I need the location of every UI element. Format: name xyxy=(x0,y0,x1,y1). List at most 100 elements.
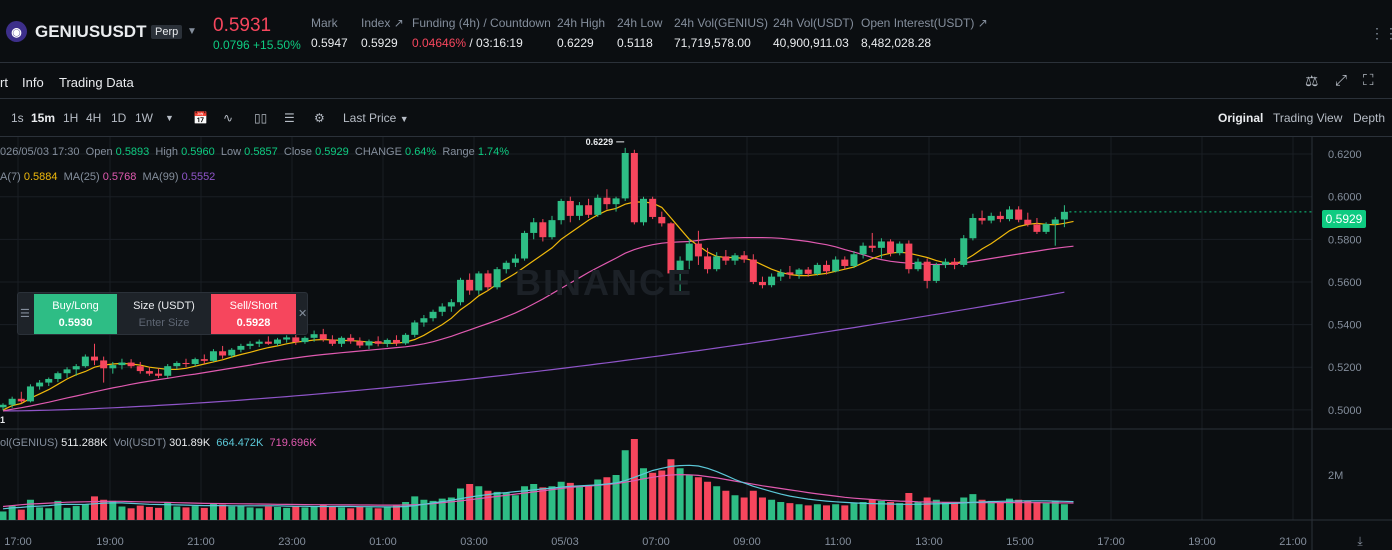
volume-bar xyxy=(392,505,400,520)
volume-bar xyxy=(301,507,309,520)
view-original[interactable]: Original xyxy=(1218,111,1264,125)
legend-low-label: Low xyxy=(220,146,242,158)
volume-bar xyxy=(887,502,895,520)
ma25-label: MA(25) xyxy=(63,171,100,183)
sell-label: Sell/Short xyxy=(229,300,278,312)
gear-icon[interactable]: ⚙ xyxy=(314,111,325,125)
y-tick-label: 0.5400 xyxy=(1328,320,1362,332)
tab-chart[interactable]: rt xyxy=(0,75,8,90)
candle-body xyxy=(804,269,812,274)
interval-1d[interactable]: 1D xyxy=(111,111,127,125)
indicator-icon[interactable]: ∿ xyxy=(223,111,234,125)
interval-1w[interactable]: 1W xyxy=(135,111,153,125)
candle-body xyxy=(319,334,327,340)
candle-body xyxy=(731,255,739,261)
candle-body xyxy=(200,359,208,361)
volume-bar xyxy=(813,504,821,520)
x-tick-label: 11:00 xyxy=(825,536,852,548)
volume-bar xyxy=(685,475,693,520)
interval-1h[interactable]: 1H xyxy=(63,111,79,125)
view-trading-view[interactable]: Trading View xyxy=(1273,111,1343,125)
price-change: 0.0796 +15.50% xyxy=(213,38,301,52)
volume-bar xyxy=(731,495,739,520)
candle-body xyxy=(951,261,959,265)
tab-info[interactable]: Info xyxy=(22,75,44,90)
scroll-latest-icon[interactable]: ⤓ xyxy=(1357,534,1363,548)
candle-body xyxy=(887,241,895,254)
candle-body xyxy=(786,272,794,275)
symbol-dropdown-icon[interactable]: ▼ xyxy=(187,26,197,37)
interval-15m[interactable]: 15m xyxy=(31,111,56,125)
binance-watermark: BINANCE xyxy=(515,262,694,303)
x-tick-label: 05/03 xyxy=(551,536,579,548)
y-tick-label: 0.5800 xyxy=(1328,234,1362,246)
legend-close-label: Close xyxy=(283,146,313,158)
candle-body xyxy=(868,245,876,248)
last-price: 0.5931 xyxy=(213,15,272,36)
price-type-select[interactable]: Last Price ▼ xyxy=(343,111,409,125)
volume-bar xyxy=(182,507,190,520)
volume-bar xyxy=(621,450,629,520)
candle-body xyxy=(264,341,272,344)
close-icon[interactable]: ✕ xyxy=(298,308,308,320)
candle-body xyxy=(923,261,931,281)
symbol-name[interactable]: GENIUSUSDT xyxy=(35,22,147,41)
volume-bar xyxy=(594,479,602,520)
vol-usdt-label: Vol(USDT) xyxy=(113,437,167,449)
alert-bell-icon[interactable]: ⚖ xyxy=(1305,73,1319,90)
volume-bar xyxy=(566,482,574,520)
candle-body xyxy=(301,337,309,343)
candle-body xyxy=(457,279,464,303)
volume-bar xyxy=(237,506,245,520)
candle-body xyxy=(896,243,904,254)
expand-icon[interactable]: ⤢ xyxy=(1335,72,1348,89)
calendar-icon[interactable]: 📅 xyxy=(193,111,208,125)
candle-body xyxy=(594,197,602,215)
candle-body xyxy=(493,269,501,288)
x-tick-label: 13:00 xyxy=(915,536,943,548)
candle-body xyxy=(640,198,647,223)
view-depth[interactable]: Depth xyxy=(1353,111,1386,125)
size-input[interactable]: Size (USDT) Enter Size xyxy=(117,294,211,334)
candle-body xyxy=(191,359,199,365)
tab-trading-data[interactable]: Trading Data xyxy=(59,75,134,90)
stat-label: Mark xyxy=(311,16,338,30)
genius-logo-icon: ◉ xyxy=(6,21,27,42)
more-menu-icon[interactable]: ⋮⋮ xyxy=(1370,25,1392,41)
volume-bar xyxy=(823,505,830,520)
volume-bar xyxy=(118,506,126,520)
candle-body xyxy=(722,256,730,261)
volume-bar xyxy=(557,481,565,520)
interval-4h[interactable]: 4H xyxy=(86,111,102,125)
price-chart[interactable]: 0.6200 0.6000 0.5800 0.5600 0.5400 0.5200 0.50… xyxy=(0,137,1392,550)
fullscreen-icon[interactable]: ⛶ xyxy=(1363,72,1374,89)
settings-list-icon[interactable]: ☰ xyxy=(284,111,295,125)
volume-bar xyxy=(896,503,904,520)
stat-index[interactable]: Index ↗ 0.5929 xyxy=(361,16,404,50)
volume-bar xyxy=(932,499,940,520)
buy-long-button[interactable]: Buy/Long 0.5930 xyxy=(34,294,117,334)
volume-bar xyxy=(255,508,263,520)
stat-label: 24h High xyxy=(557,16,606,30)
stat-open-interest-usdt[interactable]: Open Interest(USDT) ↗ 8,482,028.28 xyxy=(861,16,988,50)
volume-bar xyxy=(704,481,712,520)
volume-bar xyxy=(1024,500,1032,520)
candle-type-icon[interactable]: ▯▯ xyxy=(254,111,268,125)
sell-short-button[interactable]: Sell/Short 0.5928 xyxy=(211,294,296,334)
interval-1s[interactable]: 1s xyxy=(11,111,24,125)
candle-body xyxy=(630,152,638,223)
candle-body xyxy=(365,341,373,346)
interval-more-icon[interactable]: ▼ xyxy=(165,113,174,123)
volume-bar xyxy=(484,490,492,520)
volume-ma2-line xyxy=(2,473,1074,508)
candle-body xyxy=(621,152,629,199)
legend-open-label: Open xyxy=(85,146,113,158)
drag-handle-icon[interactable]: ☰ xyxy=(20,308,30,320)
volume-bar xyxy=(219,504,227,520)
volume-bar xyxy=(1051,500,1059,520)
ma7-value: 0.5884 xyxy=(23,171,58,183)
candle-body xyxy=(310,334,318,338)
volume-bar xyxy=(987,500,995,520)
chart-toolbar: 1s 15m 1H 4H 1D 1W ▼ 📅 ∿ ▯▯ ☰ ⚙ Last Pri… xyxy=(0,99,1392,137)
candle-body xyxy=(667,223,675,274)
